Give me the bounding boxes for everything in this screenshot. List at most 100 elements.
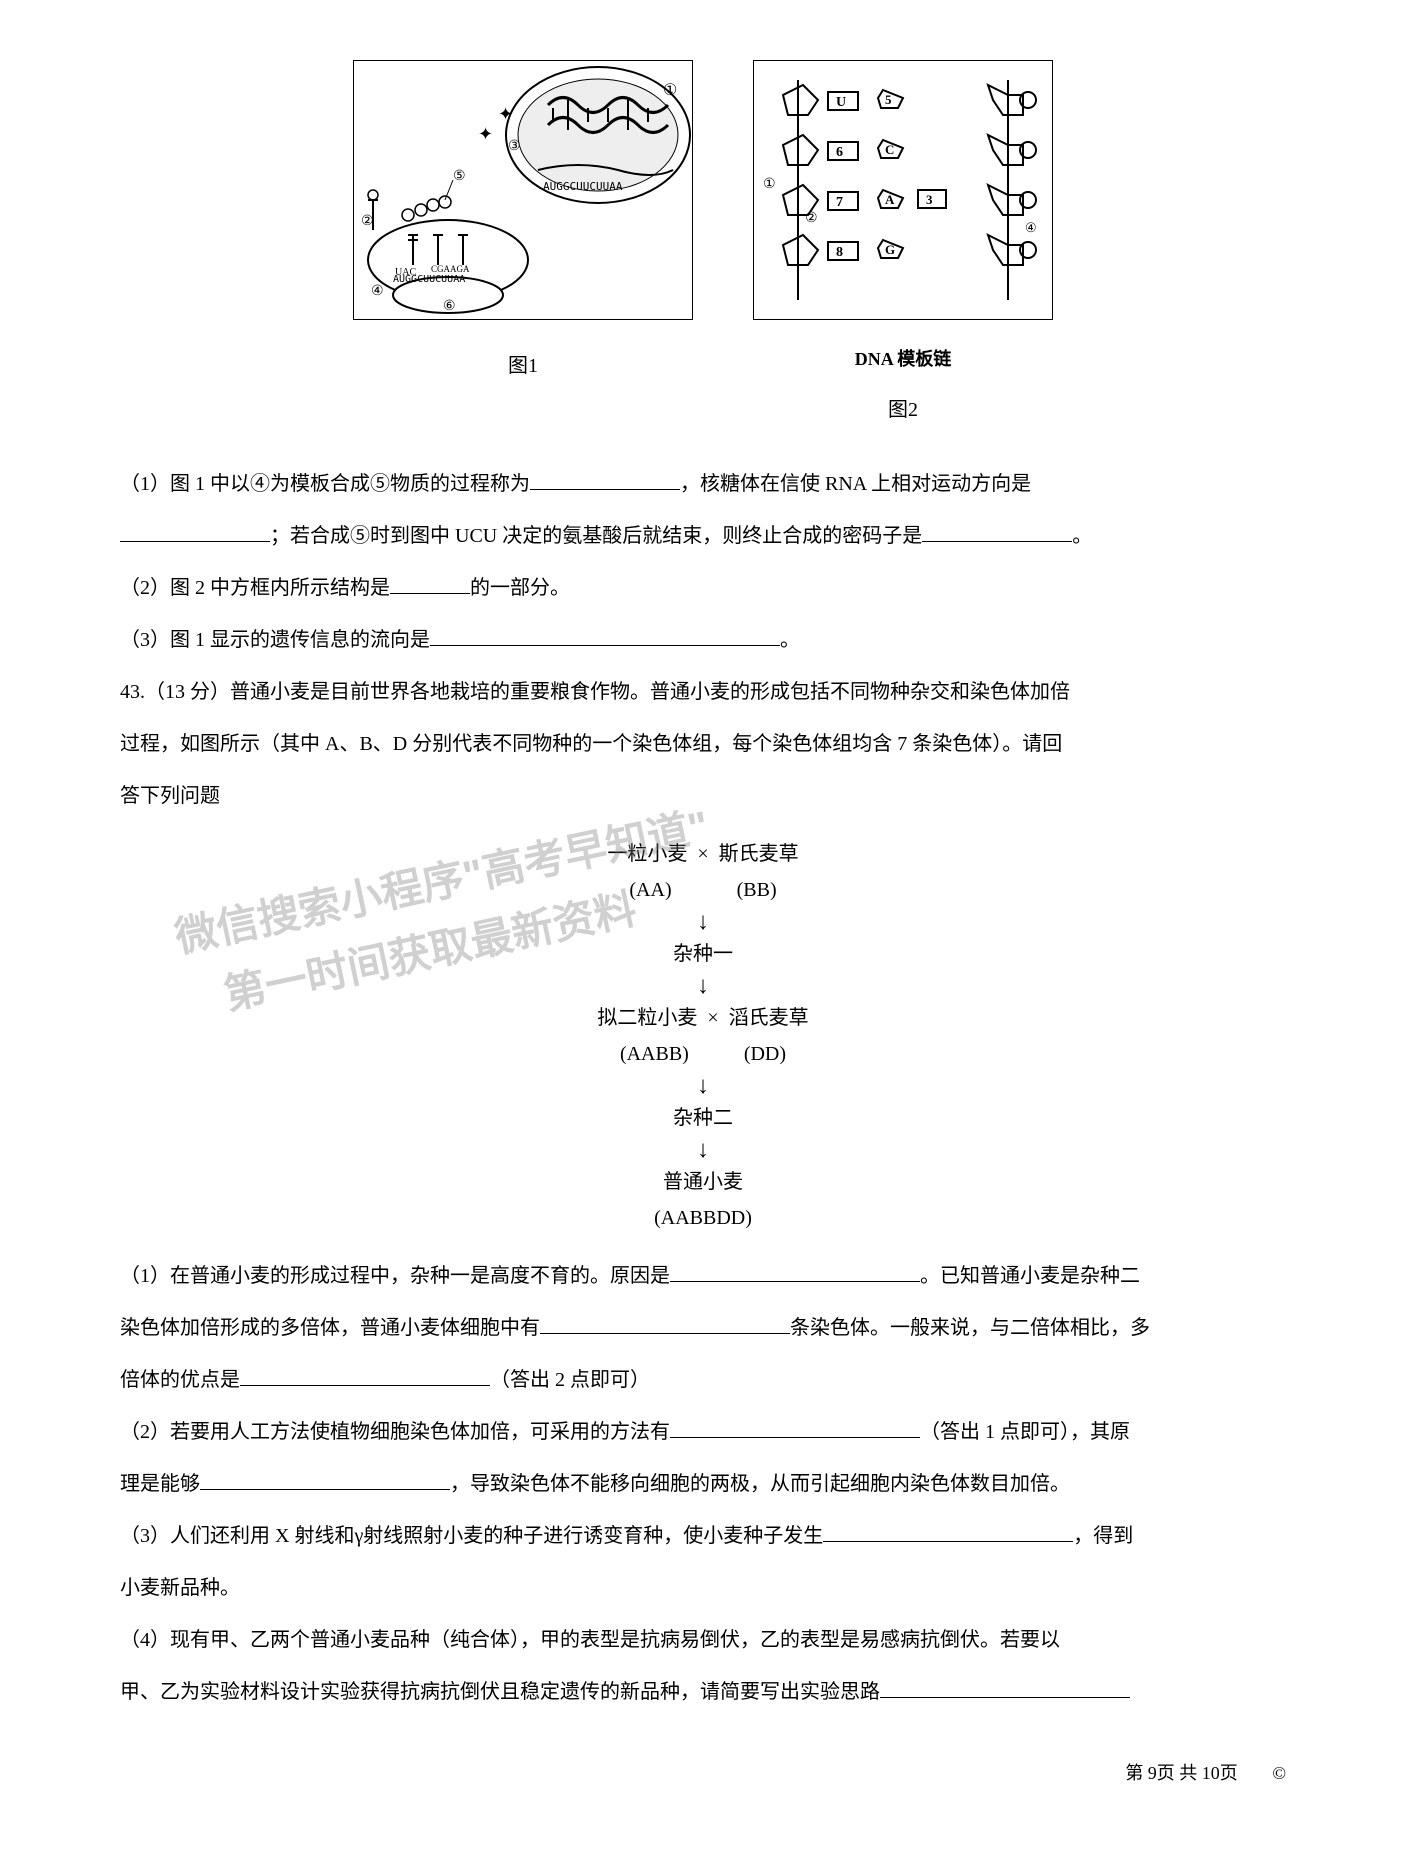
flow-parent1: 一粒小麦 bbox=[607, 843, 687, 865]
blank bbox=[240, 1364, 490, 1386]
q43-1-text-6: （答出 2 点即可） bbox=[490, 1369, 650, 1391]
label-1: ① bbox=[663, 82, 677, 99]
svg-text:8: 8 bbox=[836, 245, 843, 260]
question-2: （2）图 2 中方框内所示结构是 的一部分。 bbox=[120, 566, 1286, 610]
question-1-cont: ；若合成⑤时到图中 UCU 决定的氨基酸后就结束，则终止合成的密码子是 。 bbox=[120, 514, 1286, 558]
flow-hybrid1: 杂种一 bbox=[120, 938, 1286, 970]
flow-row-3: 拟二粒小麦 × 滔氏麦草 bbox=[120, 1002, 1286, 1034]
svg-text:5: 5 bbox=[885, 92, 892, 107]
q43-1-text-3: 染色体加倍形成的多倍体，普通小麦体细胞中有 bbox=[120, 1317, 540, 1339]
question-3: （3）图 1 显示的遗传信息的流向是 。 bbox=[120, 618, 1286, 662]
svg-text:A: A bbox=[885, 192, 895, 207]
svg-text:G: G bbox=[885, 242, 895, 257]
blank bbox=[823, 1520, 1073, 1542]
svg-text:7: 7 bbox=[836, 195, 843, 210]
blank bbox=[670, 1416, 920, 1438]
question-43-4-cont: 甲、乙为实验材料设计实验获得抗病抗倒伏且稳定遗传的新品种，请简要写出实验思路 bbox=[120, 1670, 1286, 1714]
blank bbox=[430, 624, 780, 646]
flow-row-3-gen: (AABB) (DD) bbox=[120, 1038, 1286, 1070]
question-43-1-cont2: 倍体的优点是 （答出 2 点即可） bbox=[120, 1358, 1286, 1402]
svg-text:②: ② bbox=[805, 211, 818, 226]
dna-template-label: DNA 模板链 bbox=[753, 340, 1053, 380]
question-43-1: （1）在普通小麦的形成过程中，杂种一是高度不育的。原因是 。已知普通小麦是杂种二 bbox=[120, 1254, 1286, 1298]
cross-symbol: × bbox=[697, 843, 708, 865]
q43-4-text-2: 甲、乙为实验材料设计实验获得抗病抗倒伏且稳定遗传的新品种，请简要写出实验思路 bbox=[120, 1681, 880, 1703]
blank bbox=[880, 1676, 1130, 1698]
question-43-intro-3: 答下列问题 bbox=[120, 774, 1286, 818]
question-43-2-cont: 理是能够 ，导致染色体不能移向细胞的两极，从而引起细胞内染色体数目加倍。 bbox=[120, 1462, 1286, 1506]
flow-parent4: 滔氏麦草 bbox=[729, 1007, 809, 1029]
anticodon: UAC bbox=[395, 267, 416, 278]
svg-text:U: U bbox=[836, 95, 846, 110]
question-43-2: （2）若要用人工方法使植物细胞染色体加倍，可采用的方法有 （答出 1 点即可），其… bbox=[120, 1410, 1286, 1454]
svg-text:C: C bbox=[885, 142, 894, 157]
q2-text-2: 的一部分。 bbox=[470, 577, 570, 599]
q2-text-1: （2）图 2 中方框内所示结构是 bbox=[120, 577, 390, 599]
q1-text-4: 。 bbox=[1072, 525, 1092, 547]
flow-parent4-gen: (DD) bbox=[744, 1043, 786, 1065]
arrow-3: ↓ bbox=[120, 1074, 1286, 1098]
q43-2-text-2: （答出 1 点即可），其原 bbox=[920, 1421, 1130, 1443]
q3-text-1: （3）图 1 显示的遗传信息的流向是 bbox=[120, 629, 430, 651]
page-footer: 第 9页 共 10页 © bbox=[120, 1754, 1286, 1794]
figure1-diagram: ① AUGGCUUCUUAA ✦ ✦ ③ ⑥ AUGGCUUCUUAA ④ UA… bbox=[353, 60, 693, 320]
flow-row-1: 一粒小麦 × 斯氏麦草 bbox=[120, 838, 1286, 870]
figure2-diagram: U 6 ① 7 ② 8 5 bbox=[753, 60, 1053, 320]
q3-text-2: 。 bbox=[780, 629, 800, 651]
molecule-dot: ✦ bbox=[498, 104, 513, 124]
blank bbox=[200, 1468, 450, 1490]
label-4: ④ bbox=[371, 284, 384, 299]
q43-1-text-5: 倍体的优点是 bbox=[120, 1369, 240, 1391]
question-43-3: （3）人们还利用 X 射线和γ射线照射小麦的种子进行诱变育种，使小麦种子发生 ，得… bbox=[120, 1514, 1286, 1558]
flow-parent2-gen: (BB) bbox=[737, 879, 777, 901]
blank bbox=[530, 468, 680, 490]
q1-text-1: （1）图 1 中以④为模板合成⑤物质的过程称为 bbox=[120, 473, 530, 495]
flow-hybrid2: 杂种二 bbox=[120, 1102, 1286, 1134]
question-43-4: （4）现有甲、乙两个普通小麦品种（纯合体），甲的表型是抗病易倒伏，乙的表型是易感… bbox=[120, 1618, 1286, 1662]
q43-3-text-2: ，得到 bbox=[1073, 1525, 1133, 1547]
question-43-3-cont: 小麦新品种。 bbox=[120, 1566, 1286, 1610]
flow-final: 普通小麦 bbox=[120, 1166, 1286, 1198]
label-5: ⑤ bbox=[453, 169, 466, 184]
arrow-4: ↓ bbox=[120, 1138, 1286, 1162]
q43-2-text-3: 理是能够 bbox=[120, 1473, 200, 1495]
arrow-2: ↓ bbox=[120, 974, 1286, 998]
q1-text-2: ，核糖体在信使 RNA 上相对运动方向是 bbox=[680, 473, 1031, 495]
flow-final-gen: (AABBDD) bbox=[120, 1202, 1286, 1234]
copyright-symbol: © bbox=[1272, 1754, 1286, 1794]
figure2-box: U 6 ① 7 ② 8 5 bbox=[753, 60, 1053, 432]
flow-parent1-gen: (AA) bbox=[629, 879, 671, 901]
question-43-intro-1: 43.（13 分）普通小麦是目前世界各地栽培的重要粮食作物。普通小麦的形成包括不… bbox=[120, 670, 1286, 714]
q1-text-3: ；若合成⑤时到图中 UCU 决定的氨基酸后就结束，则终止合成的密码子是 bbox=[270, 525, 922, 547]
question-43-intro-2: 过程，如图所示（其中 A、B、D 分别代表不同物种的一个染色体组，每个染色体组均… bbox=[120, 722, 1286, 766]
q43-1-text-1: （1）在普通小麦的形成过程中，杂种一是高度不育的。原因是 bbox=[120, 1265, 670, 1287]
svg-text:④: ④ bbox=[1025, 220, 1037, 235]
figure2-label: 图2 bbox=[753, 388, 1053, 432]
arrow-1: ↓ bbox=[120, 910, 1286, 934]
flow-parent3-gen: (AABB) bbox=[620, 1043, 689, 1065]
flow-parent2: 斯氏麦草 bbox=[719, 843, 799, 865]
q43-2-text-4: ，导致染色体不能移向细胞的两极，从而引起细胞内染色体数目加倍。 bbox=[450, 1473, 1070, 1495]
blank bbox=[922, 520, 1072, 542]
label-2: ② bbox=[361, 214, 374, 229]
q43-3-text-1: （3）人们还利用 X 射线和γ射线照射小麦的种子进行诱变育种，使小麦种子发生 bbox=[120, 1525, 823, 1547]
figures-container: ① AUGGCUUCUUAA ✦ ✦ ③ ⑥ AUGGCUUCUUAA ④ UA… bbox=[120, 60, 1286, 432]
codon-label: CGAAGA bbox=[431, 264, 470, 274]
figure1-box: ① AUGGCUUCUUAA ✦ ✦ ③ ⑥ AUGGCUUCUUAA ④ UA… bbox=[353, 60, 693, 388]
page-number: 第 9页 共 10页 bbox=[1125, 1763, 1238, 1783]
question-1: （1）图 1 中以④为模板合成⑤物质的过程称为 ，核糖体在信使 RNA 上相对运动… bbox=[120, 462, 1286, 506]
flow-row-1-gen: (AA) (BB) bbox=[120, 874, 1286, 906]
q43-2-text-1: （2）若要用人工方法使植物细胞染色体加倍，可采用的方法有 bbox=[120, 1421, 670, 1443]
svg-text:3: 3 bbox=[926, 192, 933, 207]
label-3: ③ bbox=[508, 139, 521, 154]
blank bbox=[670, 1260, 920, 1282]
label-6: ⑥ bbox=[443, 299, 456, 314]
breeding-flowchart: 微信搜索小程序"高考早知道" 第一时间获取最新资料 一粒小麦 × 斯氏麦草 (A… bbox=[120, 838, 1286, 1234]
q43-1-text-2: 。已知普通小麦是杂种二 bbox=[920, 1265, 1140, 1287]
q43-1-text-4: 条染色体。一般来说，与二倍体相比，多 bbox=[790, 1317, 1150, 1339]
cross-symbol-2: × bbox=[707, 1007, 718, 1029]
svg-text:①: ① bbox=[763, 177, 776, 192]
mrna-seq-1: AUGGCUUCUUAA bbox=[543, 180, 623, 193]
svg-text:6: 6 bbox=[836, 145, 843, 160]
question-43-1-cont1: 染色体加倍形成的多倍体，普通小麦体细胞中有 条染色体。一般来说，与二倍体相比，多 bbox=[120, 1306, 1286, 1350]
